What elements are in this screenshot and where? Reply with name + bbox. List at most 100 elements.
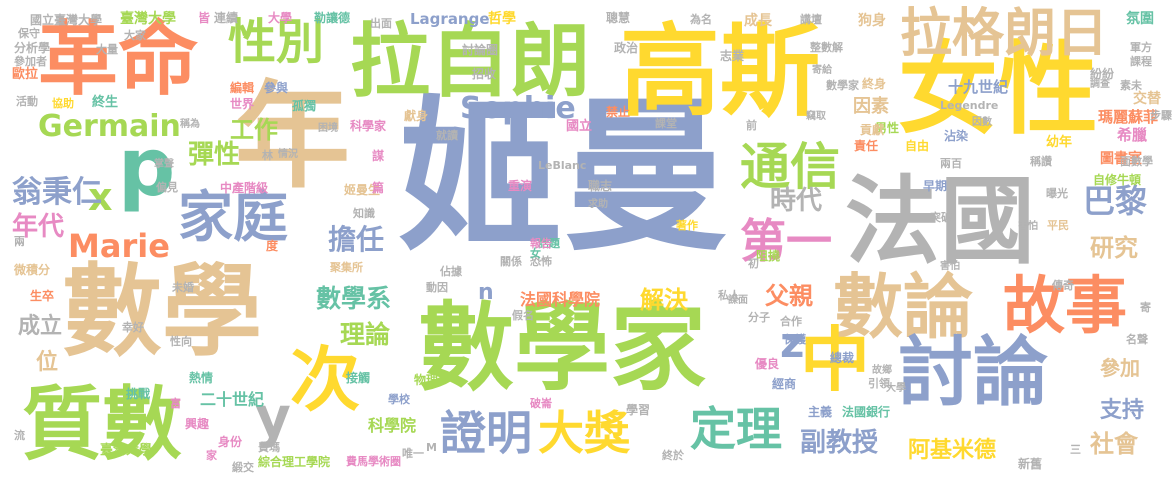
word: 情況 xyxy=(278,149,298,160)
word: 熱情 xyxy=(189,371,214,385)
word: 時代 xyxy=(770,186,823,216)
word: 科學家 xyxy=(350,119,387,133)
word: 革命 xyxy=(38,13,198,106)
word: 分析學 xyxy=(14,41,51,55)
word: M xyxy=(426,441,437,454)
word: 因數 xyxy=(972,117,992,128)
word: 未婚 xyxy=(172,281,194,294)
word: 平民 xyxy=(1047,219,1069,232)
word: 交替 xyxy=(1133,91,1161,107)
word: 國立 xyxy=(566,119,593,134)
word: 成立 xyxy=(18,314,63,339)
word: Legendre xyxy=(940,99,999,112)
word: 綜合理工學院 xyxy=(258,455,331,469)
word: 沾染 xyxy=(944,129,969,143)
word: 終生 xyxy=(92,95,119,110)
word: 參與 xyxy=(264,81,289,95)
word: 高斯 xyxy=(620,13,820,130)
word: 翁秉仁 xyxy=(12,175,102,210)
word: 成長 xyxy=(744,13,772,29)
word: 副教授 xyxy=(800,428,879,458)
word: 講壇 xyxy=(800,13,822,26)
word: 次 xyxy=(290,339,360,421)
word: 皆 xyxy=(198,11,211,25)
word: 法國科學院 xyxy=(520,290,601,309)
word: 中產階級 xyxy=(220,181,269,195)
word: 寄 xyxy=(1140,301,1151,314)
word: 面數學 xyxy=(1120,155,1153,168)
word: 就讀 xyxy=(436,129,458,142)
word: 數學系 xyxy=(316,284,392,313)
word: 素未 xyxy=(1120,79,1142,92)
word: 擔任 xyxy=(328,223,385,256)
word: 引領 xyxy=(868,377,890,390)
word: 前 xyxy=(746,119,757,132)
word: 重演 xyxy=(508,179,533,193)
word: 曝光 xyxy=(1046,187,1068,200)
word: 世界 xyxy=(230,97,255,111)
word: 性別 xyxy=(228,14,325,70)
word: 圖書室 xyxy=(1100,151,1142,167)
word: 研究 xyxy=(1090,234,1138,262)
word: 年代 xyxy=(12,212,65,242)
word: 保護 xyxy=(784,333,806,346)
word: 竊取 xyxy=(806,111,826,122)
word: 林 xyxy=(262,149,273,162)
word: 名聲 xyxy=(1126,333,1148,346)
word: LeBlanc xyxy=(538,159,587,172)
word: y xyxy=(255,385,291,449)
word: 彈性 xyxy=(188,140,241,170)
word: z xyxy=(780,318,805,367)
word: 著作 xyxy=(676,219,698,232)
word: 阻撓 xyxy=(756,249,781,263)
word: 整數解 xyxy=(810,41,843,54)
word: 阿基米德 xyxy=(908,438,997,463)
word: 破崙 xyxy=(530,397,552,410)
word: 害怕 xyxy=(1018,221,1038,232)
word: 終身 xyxy=(862,77,887,91)
word: 謀面 xyxy=(728,295,748,306)
word: 臺灣大學 xyxy=(100,443,153,458)
word: 幸好 xyxy=(122,321,144,334)
word: 巴黎 xyxy=(1083,182,1148,220)
word: 課堂 xyxy=(655,117,677,130)
word: 稱讚 xyxy=(1030,155,1052,168)
word: 氛圍 xyxy=(1126,11,1154,27)
word: 流 xyxy=(14,429,25,442)
word: 篇 xyxy=(372,181,385,195)
word: 課程 xyxy=(1130,55,1152,68)
word: 數學家 xyxy=(826,79,859,92)
word: 軍方 xyxy=(1130,41,1152,54)
word: 父親 xyxy=(765,282,813,310)
word: 聰慧 xyxy=(606,11,631,25)
word: p xyxy=(118,121,176,214)
word: 害怕 xyxy=(940,261,960,272)
word: 數論 xyxy=(833,266,973,348)
word: 法國 xyxy=(845,167,1036,277)
word: 參加者 xyxy=(14,55,47,68)
word: 獻身 xyxy=(404,109,429,123)
word: 討論 xyxy=(898,328,1049,416)
word: 法國銀行 xyxy=(842,405,891,419)
word: 禁止 xyxy=(606,105,631,119)
word: 連續 xyxy=(214,11,239,25)
word: 富 xyxy=(170,397,181,410)
word: 證明 xyxy=(440,406,532,460)
word: 分子 xyxy=(748,311,770,324)
word: 孤獨 xyxy=(292,99,317,113)
word: 自由 xyxy=(905,139,930,153)
word: 女 xyxy=(530,247,541,260)
word: 生卒 xyxy=(30,289,55,303)
word: 突破 xyxy=(930,211,952,224)
word: Sophie xyxy=(460,91,576,126)
word: 性向 xyxy=(170,335,192,348)
word: 工作 xyxy=(230,116,278,144)
word: 興趣 xyxy=(185,417,210,431)
word: 大獎 xyxy=(538,406,630,460)
word: 故鄉 xyxy=(872,365,892,376)
word: 勒讓德 xyxy=(314,11,351,25)
word: 社會 xyxy=(1090,430,1138,458)
word: 科學院 xyxy=(368,416,417,435)
word: 中 xyxy=(800,319,870,401)
